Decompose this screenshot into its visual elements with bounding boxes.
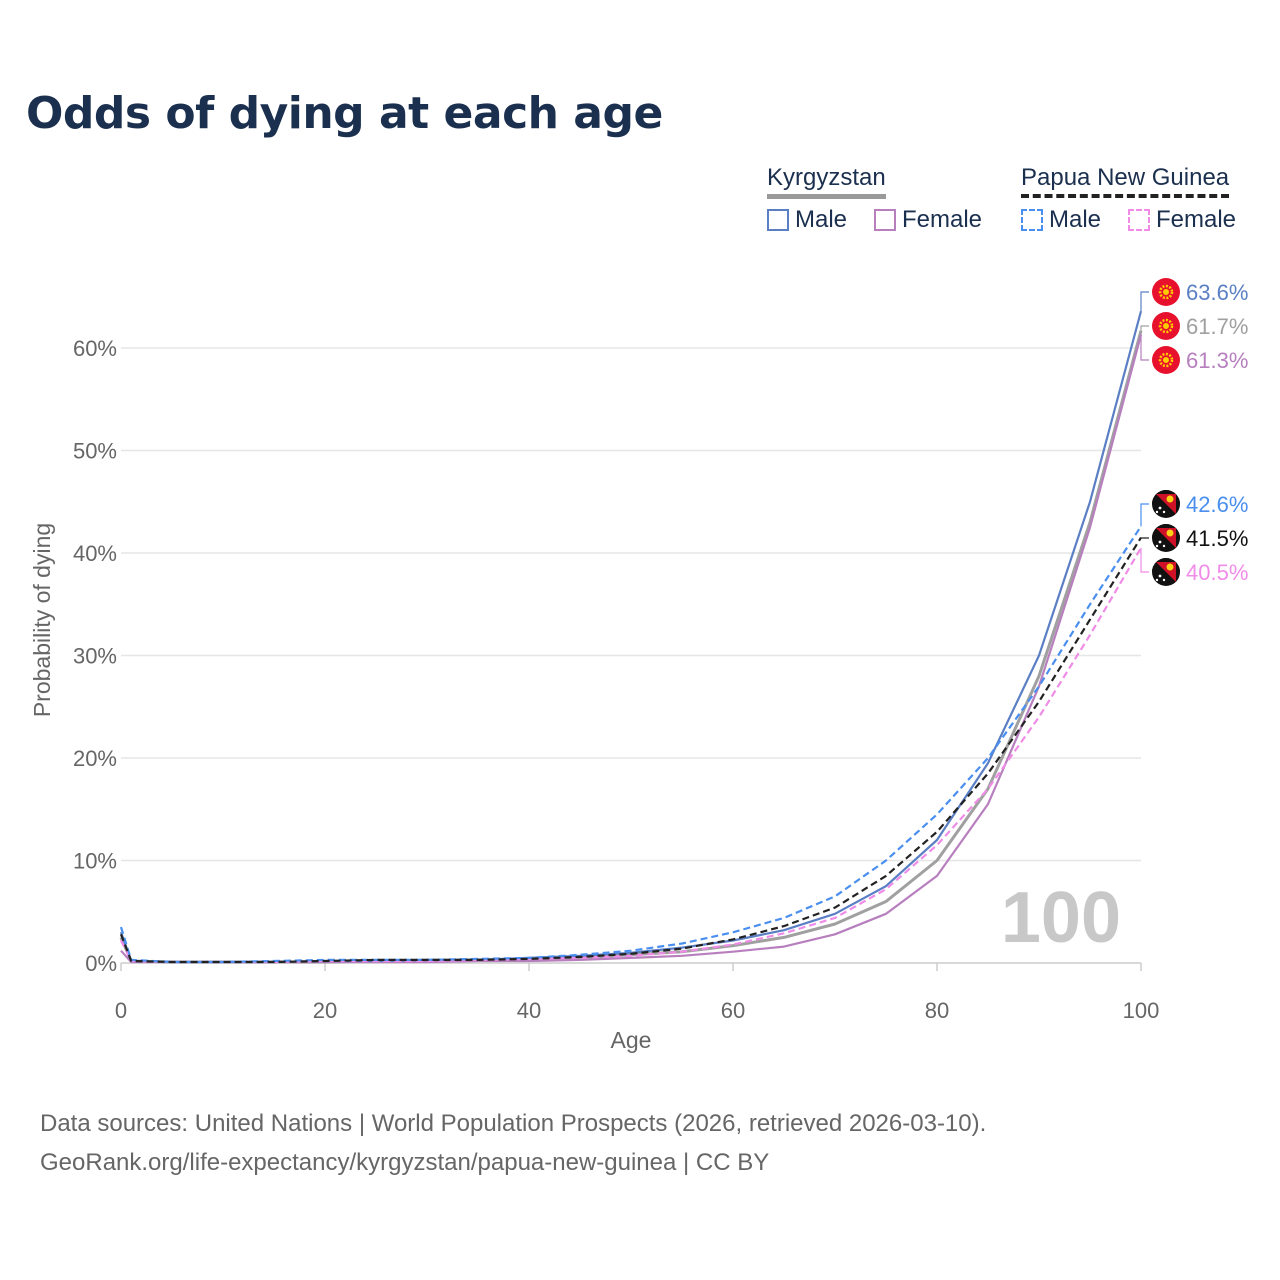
legend-swatch — [1021, 209, 1043, 231]
x-axis-label: Age — [611, 1027, 652, 1053]
series-line-kg-female[interactable] — [120, 334, 1143, 964]
y-tick-label: 30% — [73, 644, 117, 669]
y-tick-label: 0% — [85, 951, 117, 976]
end-label-connector — [1140, 547, 1149, 573]
watermark-year: 100 — [1001, 878, 1121, 958]
series-line-png-total[interactable] — [119, 537, 1142, 964]
page-title: Odds of dying at each age — [26, 88, 663, 139]
end-value-label: 41.5% — [1186, 526, 1248, 551]
y-tick-label: 10% — [73, 849, 117, 874]
legend-item-png-male[interactable]: Male — [1021, 206, 1101, 234]
kyrgyzstan-flag-icon — [1152, 312, 1180, 340]
x-tick-label: 60 — [721, 998, 745, 1023]
kyrgyzstan-flag-icon — [1152, 278, 1180, 306]
legend-item-label: Female — [902, 206, 983, 233]
legend-swatch — [1128, 209, 1150, 231]
legend-swatch — [767, 209, 789, 231]
legend-item-label: Male — [795, 206, 848, 233]
x-tick-label: 100 — [1123, 998, 1160, 1023]
legend-item-label: Male — [1049, 206, 1102, 233]
end-label-connector — [1140, 334, 1149, 361]
papua-new-guinea-flag-icon — [1152, 524, 1180, 552]
series-line-png-male[interactable] — [119, 525, 1142, 964]
kyrgyzstan-flag-icon — [1152, 346, 1180, 374]
series-line-kg-total[interactable] — [119, 330, 1143, 964]
legend-item-kg-male[interactable]: Male — [767, 206, 847, 234]
y-tick-label: 20% — [73, 746, 117, 771]
papua-new-guinea-flag-icon — [1152, 490, 1180, 518]
end-label-connector — [1140, 291, 1149, 312]
end-value-label: 40.5% — [1186, 560, 1248, 585]
end-value-label: 63.6% — [1186, 280, 1248, 305]
end-label-connector — [1140, 325, 1149, 331]
papua-new-guinea-flag-icon — [1152, 558, 1180, 586]
y-axis-label: Probability of dying — [29, 523, 55, 717]
end-value-label: 61.3% — [1186, 348, 1248, 373]
legend-group-title: Kyrgyzstan — [767, 164, 886, 199]
source-line-2[interactable]: GeoRank.org/life-expectancy/kyrgyzstan/p… — [40, 1149, 770, 1176]
legend-item-kg-female[interactable]: Female — [874, 206, 982, 234]
source-line-1: Data sources: United Nations | World Pop… — [40, 1110, 987, 1137]
series-line-png-female[interactable] — [120, 547, 1142, 964]
legend-item-png-female[interactable]: Female — [1128, 206, 1236, 234]
x-tick-label: 0 — [115, 998, 127, 1023]
series-line-kg-male[interactable] — [119, 310, 1143, 964]
x-tick-label: 80 — [925, 998, 949, 1023]
end-value-label: 42.6% — [1186, 492, 1248, 517]
legend-item-label: Female — [1156, 206, 1237, 233]
x-tick-label: 20 — [313, 998, 337, 1023]
end-value-label: 61.7% — [1186, 314, 1248, 339]
y-tick-label: 50% — [73, 439, 117, 464]
legend-swatch — [874, 209, 896, 231]
source-note: Data sources: United Nations | World Pop… — [40, 1104, 986, 1182]
y-tick-label: 40% — [73, 541, 117, 566]
legend-group-title: Papua New Guinea — [1021, 164, 1230, 198]
y-tick-label: 60% — [73, 336, 117, 361]
x-tick-label: 40 — [517, 998, 541, 1023]
end-label-connector — [1140, 503, 1149, 527]
